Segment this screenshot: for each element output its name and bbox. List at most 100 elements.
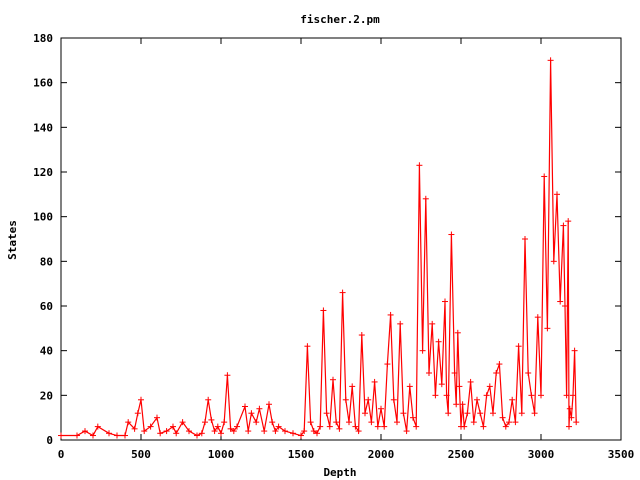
data-point (541, 173, 548, 180)
data-point (333, 419, 340, 426)
data-point (138, 396, 144, 403)
data-point (438, 381, 445, 388)
data-point (320, 307, 327, 314)
data-point (208, 416, 215, 423)
data-point (544, 325, 551, 332)
data-point (496, 361, 503, 368)
data-point (502, 423, 509, 430)
data-point (230, 428, 237, 435)
data-point (474, 396, 480, 403)
data-point (571, 347, 578, 354)
data-point (248, 410, 255, 417)
data-point (194, 432, 200, 439)
data-point (538, 392, 544, 399)
data-point (419, 347, 426, 354)
data-point (352, 423, 359, 430)
axis-ticks: 0 500 1000 1500 2000 2500 3000 3500 0 20 40 60 80 100… (33, 32, 634, 461)
data-point (214, 423, 221, 430)
data-point (358, 332, 365, 339)
data-point (443, 392, 450, 399)
data-point (429, 320, 436, 327)
data-point (394, 419, 400, 426)
data-point (384, 361, 391, 368)
data-point (245, 428, 252, 435)
data-point (480, 423, 487, 430)
data-point (566, 405, 573, 412)
data-point (106, 430, 112, 437)
data-point (234, 423, 240, 430)
x-tick-label-4: 2000 (368, 448, 395, 461)
data-point (323, 410, 330, 417)
y-tick-label-8: 160 (33, 77, 53, 90)
data-point (515, 343, 522, 350)
data-point (522, 236, 528, 242)
data-point (528, 392, 535, 399)
data-point (445, 410, 452, 417)
y-tick-label-2: 40 (40, 345, 53, 358)
x-axis-label: Depth (323, 466, 356, 479)
data-point (157, 430, 164, 437)
data-point (403, 428, 410, 435)
data-point (141, 428, 148, 435)
data-point (342, 396, 349, 403)
data-point (298, 432, 304, 439)
data-point (378, 405, 384, 412)
data-point (374, 423, 381, 430)
x-tick-label-2: 1000 (208, 448, 235, 461)
data-point (134, 410, 141, 417)
data-point (397, 320, 404, 327)
data-point (448, 231, 455, 238)
x-tick-label-0: 0 (58, 448, 65, 461)
data-point (224, 372, 231, 379)
y-tick-label-3: 60 (40, 300, 53, 313)
chart-title: fischer.2.pm (300, 13, 380, 26)
data-point (90, 432, 96, 439)
data-point (557, 298, 564, 305)
y-tick-label-1: 20 (40, 389, 53, 402)
data-point (202, 419, 208, 426)
data-point (114, 432, 120, 439)
data-point (205, 396, 212, 403)
data-point (272, 428, 279, 435)
y-tick-label-9: 180 (33, 32, 53, 45)
data-point (326, 423, 333, 430)
data-point (290, 430, 296, 437)
data-point (560, 222, 567, 229)
data-point (362, 410, 368, 417)
x-tick-label-5: 2500 (448, 448, 475, 461)
series-group (58, 57, 580, 439)
series-line-0 (61, 60, 577, 437)
data-point (227, 425, 234, 432)
data-point (198, 430, 205, 437)
data-point (400, 410, 407, 417)
data-point (483, 392, 490, 399)
data-point (568, 414, 575, 421)
data-point (554, 191, 560, 198)
data-point (493, 370, 500, 376)
data-point (486, 383, 493, 390)
data-point (410, 414, 416, 421)
data-point (453, 401, 460, 408)
data-point (346, 419, 352, 426)
data-point (531, 410, 538, 417)
data-point (459, 401, 466, 408)
data-point (454, 329, 461, 336)
data-point (82, 428, 88, 435)
data-point (406, 383, 413, 390)
data-point (435, 338, 442, 345)
data-point (282, 428, 288, 435)
data-point (456, 383, 463, 390)
data-point (314, 430, 320, 437)
data-point (355, 428, 362, 435)
y-tick-label-6: 120 (33, 166, 53, 179)
data-point (266, 401, 272, 408)
x-tick-label-6: 3000 (528, 448, 555, 461)
data-point (310, 428, 317, 435)
data-point (368, 419, 375, 426)
y-tick-label-5: 100 (33, 211, 53, 224)
data-point (509, 396, 516, 403)
y-tick-label-7: 140 (33, 121, 53, 134)
plot-frame (60, 37, 622, 441)
data-point (218, 430, 224, 437)
